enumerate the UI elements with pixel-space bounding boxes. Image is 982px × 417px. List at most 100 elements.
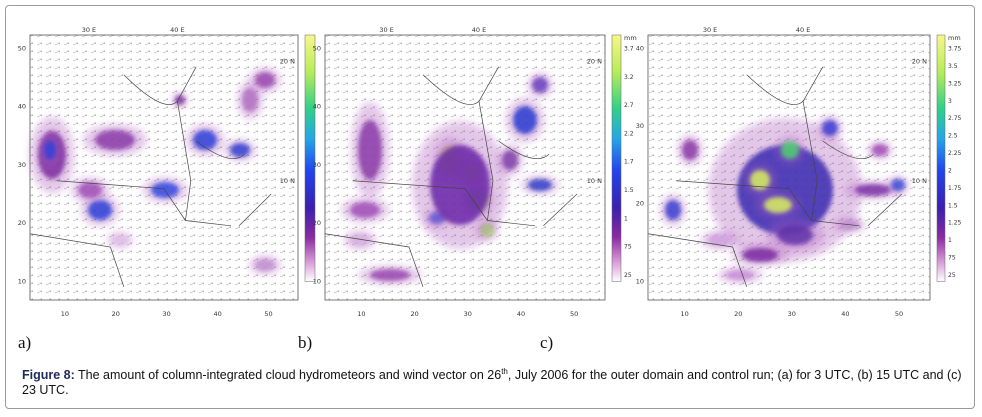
map-border bbox=[647, 34, 931, 301]
cloud-core bbox=[44, 140, 56, 160]
panel-label: c) bbox=[540, 333, 554, 352]
colorbar-label: 3 bbox=[948, 98, 952, 105]
panel-label: a) bbox=[18, 333, 32, 352]
cloud-core bbox=[682, 140, 698, 160]
cloud-core bbox=[764, 197, 792, 213]
x-tick-label: 10 bbox=[681, 310, 689, 318]
colorbar-label: 2.5 bbox=[948, 133, 958, 140]
y-tick-label: 20 bbox=[636, 200, 644, 208]
cloud-core bbox=[708, 234, 732, 246]
cloud-core bbox=[230, 143, 250, 157]
longitude-label: 30 E bbox=[703, 26, 717, 34]
colorbar-label: 75 bbox=[624, 244, 632, 251]
colorbar-label: 3.7 bbox=[624, 46, 634, 53]
cloud-core bbox=[430, 145, 490, 225]
x-tick-label: 30 bbox=[464, 310, 472, 318]
x-tick-label: 20 bbox=[112, 310, 120, 318]
y-tick-label: 40 bbox=[636, 44, 644, 52]
cloud-core bbox=[891, 179, 905, 191]
map-border bbox=[29, 34, 299, 301]
panel-label: b) bbox=[298, 333, 313, 352]
x-tick-label: 20 bbox=[410, 310, 418, 318]
cloud-core bbox=[193, 130, 217, 150]
latitude-label: 20 N bbox=[912, 58, 927, 66]
x-tick-label: 20 bbox=[734, 310, 742, 318]
y-tick-label: 30 bbox=[313, 161, 321, 169]
latitude-label: 20 N bbox=[587, 58, 602, 66]
colorbar-label: 1.5 bbox=[948, 202, 958, 209]
colorbar-label: 25 bbox=[948, 272, 956, 279]
cloud-core bbox=[777, 225, 813, 245]
x-tick-label: 10 bbox=[357, 310, 365, 318]
x-tick-label: 50 bbox=[895, 310, 903, 318]
cloud-core bbox=[88, 200, 112, 220]
cloud-core bbox=[358, 120, 382, 180]
colorbar-label: 1.25 bbox=[948, 220, 962, 227]
y-tick-label: 50 bbox=[18, 44, 26, 52]
x-tick-label: 10 bbox=[61, 310, 69, 318]
cloud-core bbox=[822, 120, 838, 136]
colorbar-label: 2.75 bbox=[948, 115, 962, 122]
colorbar-label: 3.2 bbox=[624, 74, 634, 81]
cloud-core bbox=[78, 182, 102, 198]
colorbar-label: 3.5 bbox=[948, 63, 958, 70]
figure-frame bbox=[5, 5, 975, 409]
cloud-core bbox=[255, 72, 275, 88]
colorbar-label: 3.75 bbox=[948, 46, 962, 53]
cloud-core bbox=[350, 234, 370, 246]
cloud-core bbox=[528, 179, 552, 191]
cloud-core bbox=[255, 259, 275, 271]
cloud-core bbox=[513, 106, 537, 134]
latitude-label: 10 N bbox=[587, 177, 602, 185]
country-borders bbox=[29, 66, 272, 287]
colorbar bbox=[304, 34, 316, 282]
x-tick-label: 30 bbox=[163, 310, 171, 318]
colorbar bbox=[611, 34, 622, 282]
x-tick-label: 40 bbox=[213, 310, 221, 318]
y-tick-label: 20 bbox=[18, 219, 26, 227]
map-border bbox=[324, 34, 606, 301]
cloud-core bbox=[502, 150, 518, 170]
latitude-label: 10 N bbox=[912, 177, 927, 185]
cloud-core bbox=[242, 88, 258, 112]
colorbar-label: 1.5 bbox=[624, 187, 634, 194]
y-tick-label: 10 bbox=[18, 277, 26, 285]
cloud-core bbox=[665, 200, 681, 220]
colorbar-label: 2 bbox=[948, 167, 952, 174]
y-tick-label: 40 bbox=[18, 103, 26, 111]
cloud-core bbox=[781, 141, 799, 159]
caption-text: , July 2006 for the outer domain and con… bbox=[22, 368, 962, 398]
longitude-label: 30 E bbox=[379, 26, 393, 34]
cloud-core bbox=[750, 170, 770, 190]
x-tick-label: 50 bbox=[570, 310, 578, 318]
colorbar-label: 2.25 bbox=[948, 150, 962, 157]
caption: Figure 8: The amount of column-integrate… bbox=[22, 364, 962, 398]
cloud-core bbox=[742, 248, 778, 262]
y-tick-label: 40 bbox=[313, 103, 321, 111]
cloud-core bbox=[95, 130, 135, 150]
colorbar-label: 2.7 bbox=[624, 102, 634, 109]
y-tick-label: 10 bbox=[636, 277, 644, 285]
map-panel bbox=[324, 34, 606, 301]
y-tick-label: 10 bbox=[313, 277, 321, 285]
colorbar-unit: mm bbox=[948, 34, 961, 42]
colorbar-label: 75 bbox=[948, 255, 956, 262]
x-tick-label: 40 bbox=[841, 310, 849, 318]
cloud-core bbox=[112, 235, 128, 245]
latitude-label: 20 N bbox=[280, 58, 295, 66]
colorbar-label: 1 bbox=[624, 215, 628, 222]
cloud-core bbox=[350, 202, 380, 218]
y-tick-label: 20 bbox=[313, 219, 321, 227]
longitude-label: 30 E bbox=[82, 26, 96, 34]
country-borders bbox=[324, 66, 578, 287]
x-tick-label: 40 bbox=[517, 310, 525, 318]
country-borders bbox=[647, 66, 903, 287]
x-tick-label: 30 bbox=[788, 310, 796, 318]
y-tick-label: 30 bbox=[18, 161, 26, 169]
colorbar-label: 1 bbox=[948, 237, 952, 244]
colorbar-label: 3.25 bbox=[948, 80, 962, 87]
cloud-core bbox=[872, 144, 888, 156]
longitude-label: 40 E bbox=[170, 26, 184, 34]
colorbar-label: 1.7 bbox=[624, 159, 634, 166]
y-tick-label: 30 bbox=[636, 122, 644, 130]
